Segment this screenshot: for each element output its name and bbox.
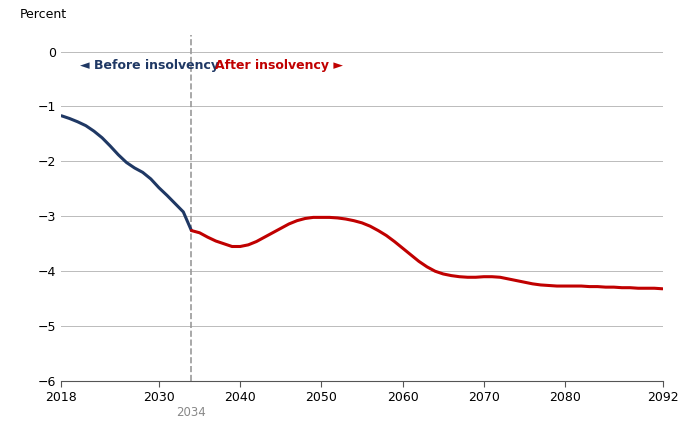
- Text: Percent: Percent: [19, 8, 66, 21]
- Text: After insolvency ►: After insolvency ►: [214, 59, 343, 72]
- Text: ◄ Before insolvency: ◄ Before insolvency: [79, 59, 219, 72]
- Text: 2034: 2034: [176, 406, 206, 419]
